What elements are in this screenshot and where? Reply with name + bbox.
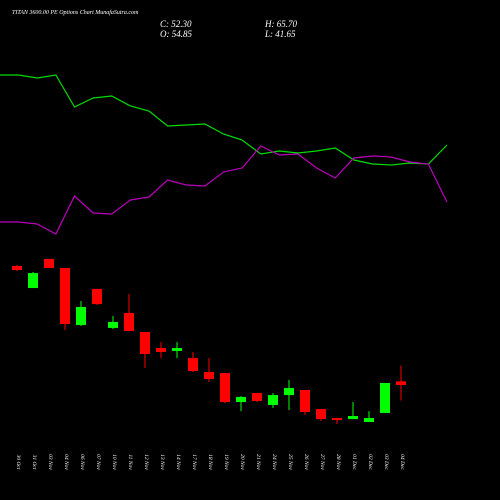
x-tick-label: 27 Nov (319, 454, 325, 470)
candle-body (44, 258, 54, 268)
candle-body (156, 348, 166, 352)
x-tick-label: 17 Nov (191, 454, 197, 470)
x-tick-label: 07 Nov (95, 454, 101, 470)
candle-body (380, 382, 390, 413)
x-tick-label: 03 Nov (47, 454, 53, 470)
low-info: L: 41.65 (264, 29, 296, 39)
candle-body (252, 393, 262, 402)
x-tick-label: 14 Nov (175, 454, 182, 470)
candle-body (364, 418, 374, 422)
x-tick-label: 31 Oct (31, 454, 37, 470)
candle-body (220, 373, 230, 403)
x-tick-label: 24 Nov (271, 454, 278, 470)
candle-body (76, 306, 86, 326)
close-info: C: 52.30 (160, 19, 192, 29)
indicator-line (0, 74, 448, 166)
x-tick-label: 11 Nov (127, 454, 133, 470)
indicator-line (0, 145, 448, 235)
x-tick-label: 26 Nov (303, 454, 309, 470)
candle-body (204, 372, 214, 380)
x-tick-label: 28 Nov (335, 454, 341, 470)
candle-body (348, 416, 358, 420)
candle-body (108, 321, 118, 328)
x-tick-label: 19 Nov (223, 454, 229, 470)
x-tick-label: 21 Nov (255, 454, 261, 470)
candle-body (140, 332, 150, 355)
candle-body (316, 409, 326, 420)
x-tick-label: 25 Nov (287, 454, 293, 470)
candle-body (172, 348, 182, 351)
x-tick-label: 20 Nov (239, 454, 245, 470)
x-tick-label: 30 Oct (15, 454, 21, 470)
high-info: H: 65.70 (264, 19, 297, 29)
x-tick-label: 13 Nov (159, 454, 165, 470)
x-tick-label: 01 Dec (351, 454, 357, 470)
candle-body (396, 381, 406, 386)
x-tick-label: 18 Nov (207, 454, 213, 470)
candle-body (236, 396, 246, 403)
x-tick-label: 12 Nov (143, 454, 149, 470)
candle-body (268, 395, 278, 405)
x-tick-label: 03 Dec (383, 454, 389, 470)
x-tick-label: 06 Nov (79, 454, 85, 470)
x-tick-label: 10 Nov (111, 454, 117, 470)
open-info: O: 54.85 (160, 29, 192, 39)
candle-body (284, 388, 294, 396)
candle-body (188, 358, 198, 372)
x-tick-label: 04 Dec (399, 454, 406, 470)
candle-body (92, 288, 102, 305)
candle-body (12, 265, 22, 270)
x-tick-label: 02 Dec (367, 454, 373, 470)
chart-title: TITAN 3600.00 PE Options Chart MunafaSut… (12, 9, 139, 16)
candle-body (300, 389, 310, 412)
candle-body (124, 312, 134, 331)
candle-body (28, 273, 38, 289)
candle-body (332, 418, 342, 421)
candle-body (60, 267, 70, 325)
x-tick-label: 04 Nov (63, 454, 70, 470)
